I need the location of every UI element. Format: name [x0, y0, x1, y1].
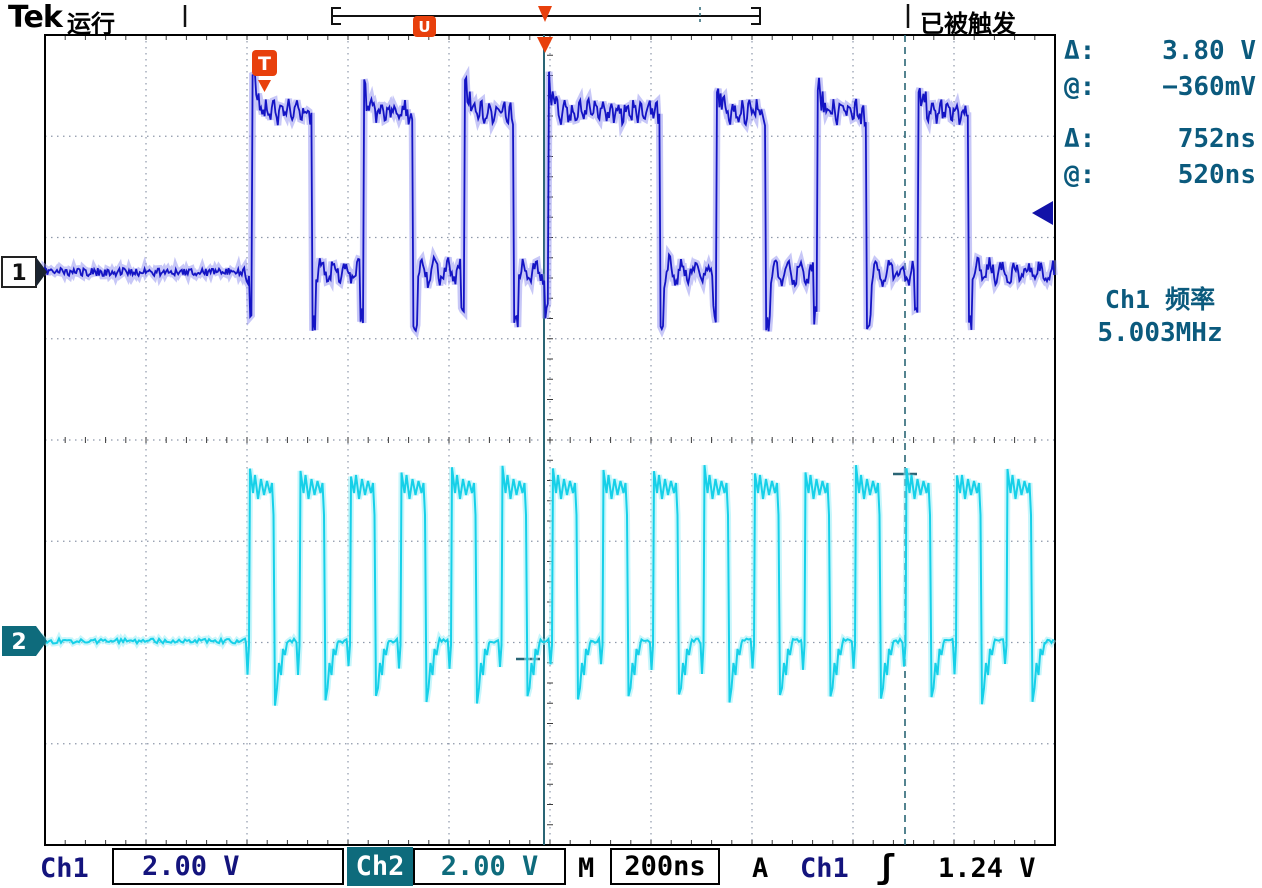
ch1-waveform: [44, 71, 1056, 333]
ch2-label: Ch2: [347, 847, 413, 886]
acquisition-label: A: [752, 853, 769, 884]
delta-voltage-readout: Δ: 3.80 V: [1062, 36, 1258, 66]
trigger-position-arrow: [537, 37, 553, 53]
trigger-source: Ch1: [800, 853, 849, 884]
timebase-scale: 200ns: [610, 848, 720, 885]
at-time-value: 520ns: [1177, 160, 1256, 190]
tek-logo: Tek: [8, 0, 63, 35]
record-trigger-position-arrow: [538, 6, 552, 22]
trigger-point-marker: T: [252, 50, 277, 92]
timebase-label: M: [578, 853, 595, 884]
trigger-t-label: T: [258, 53, 271, 75]
delta-voltage-value: 3.80 V: [1162, 36, 1256, 66]
at-voltage-readout: @: −360mV: [1062, 72, 1258, 102]
trigger-level-arrow: [1032, 201, 1053, 225]
ch1-frequency-label: Ch1 频率: [1104, 285, 1216, 314]
trigger-status: 已被触发: [920, 10, 1016, 38]
trigger-level: 1.24 V: [938, 853, 1036, 884]
trigger-slope-icon: ʃ: [876, 847, 896, 886]
trigger-t-arrow: [258, 80, 271, 92]
delta-time-value: 752ns: [1177, 124, 1256, 154]
ch2-scale: 2.00 V: [413, 848, 566, 885]
status-bar: Ch1 2.00 V Ch2 2.00 V M 200ns A Ch1 ʃ 1.…: [0, 846, 1262, 888]
trigger-t-box: [252, 50, 277, 76]
ch1-marker-label: 1: [11, 261, 26, 286]
delta-voltage-label: Δ:: [1064, 36, 1096, 66]
at-voltage-label: @:: [1064, 72, 1096, 102]
record-view-bar: U: [183, 4, 910, 37]
record-window-right-bracket: [751, 7, 761, 25]
ch1-frequency-value: 5.003MHz: [1097, 318, 1223, 348]
at-time-label: @:: [1064, 160, 1096, 190]
measurement-readouts: Δ: 3.80 V @: −360mV Δ: 752ns @: 520ns Ch…: [1062, 36, 1258, 348]
ch1-scale: 2.00 V: [112, 848, 344, 885]
delta-time-label: Δ:: [1064, 124, 1096, 154]
run-status: 运行: [67, 10, 115, 38]
at-voltage-value: −360mV: [1162, 72, 1256, 102]
ch2-waveform: [44, 464, 1055, 706]
ch2-marker-label: 2: [11, 630, 26, 655]
ch2-position-marker: 2: [2, 626, 47, 656]
record-trigger-marker-label: U: [418, 18, 430, 36]
delta-time-readout: Δ: 752ns: [1062, 124, 1258, 154]
ch1-label: Ch1: [40, 853, 89, 884]
ch1-position-marker: 1: [1, 256, 47, 288]
record-trigger-marker-box: [413, 16, 436, 37]
at-time-readout: @: 520ns: [1062, 160, 1258, 190]
